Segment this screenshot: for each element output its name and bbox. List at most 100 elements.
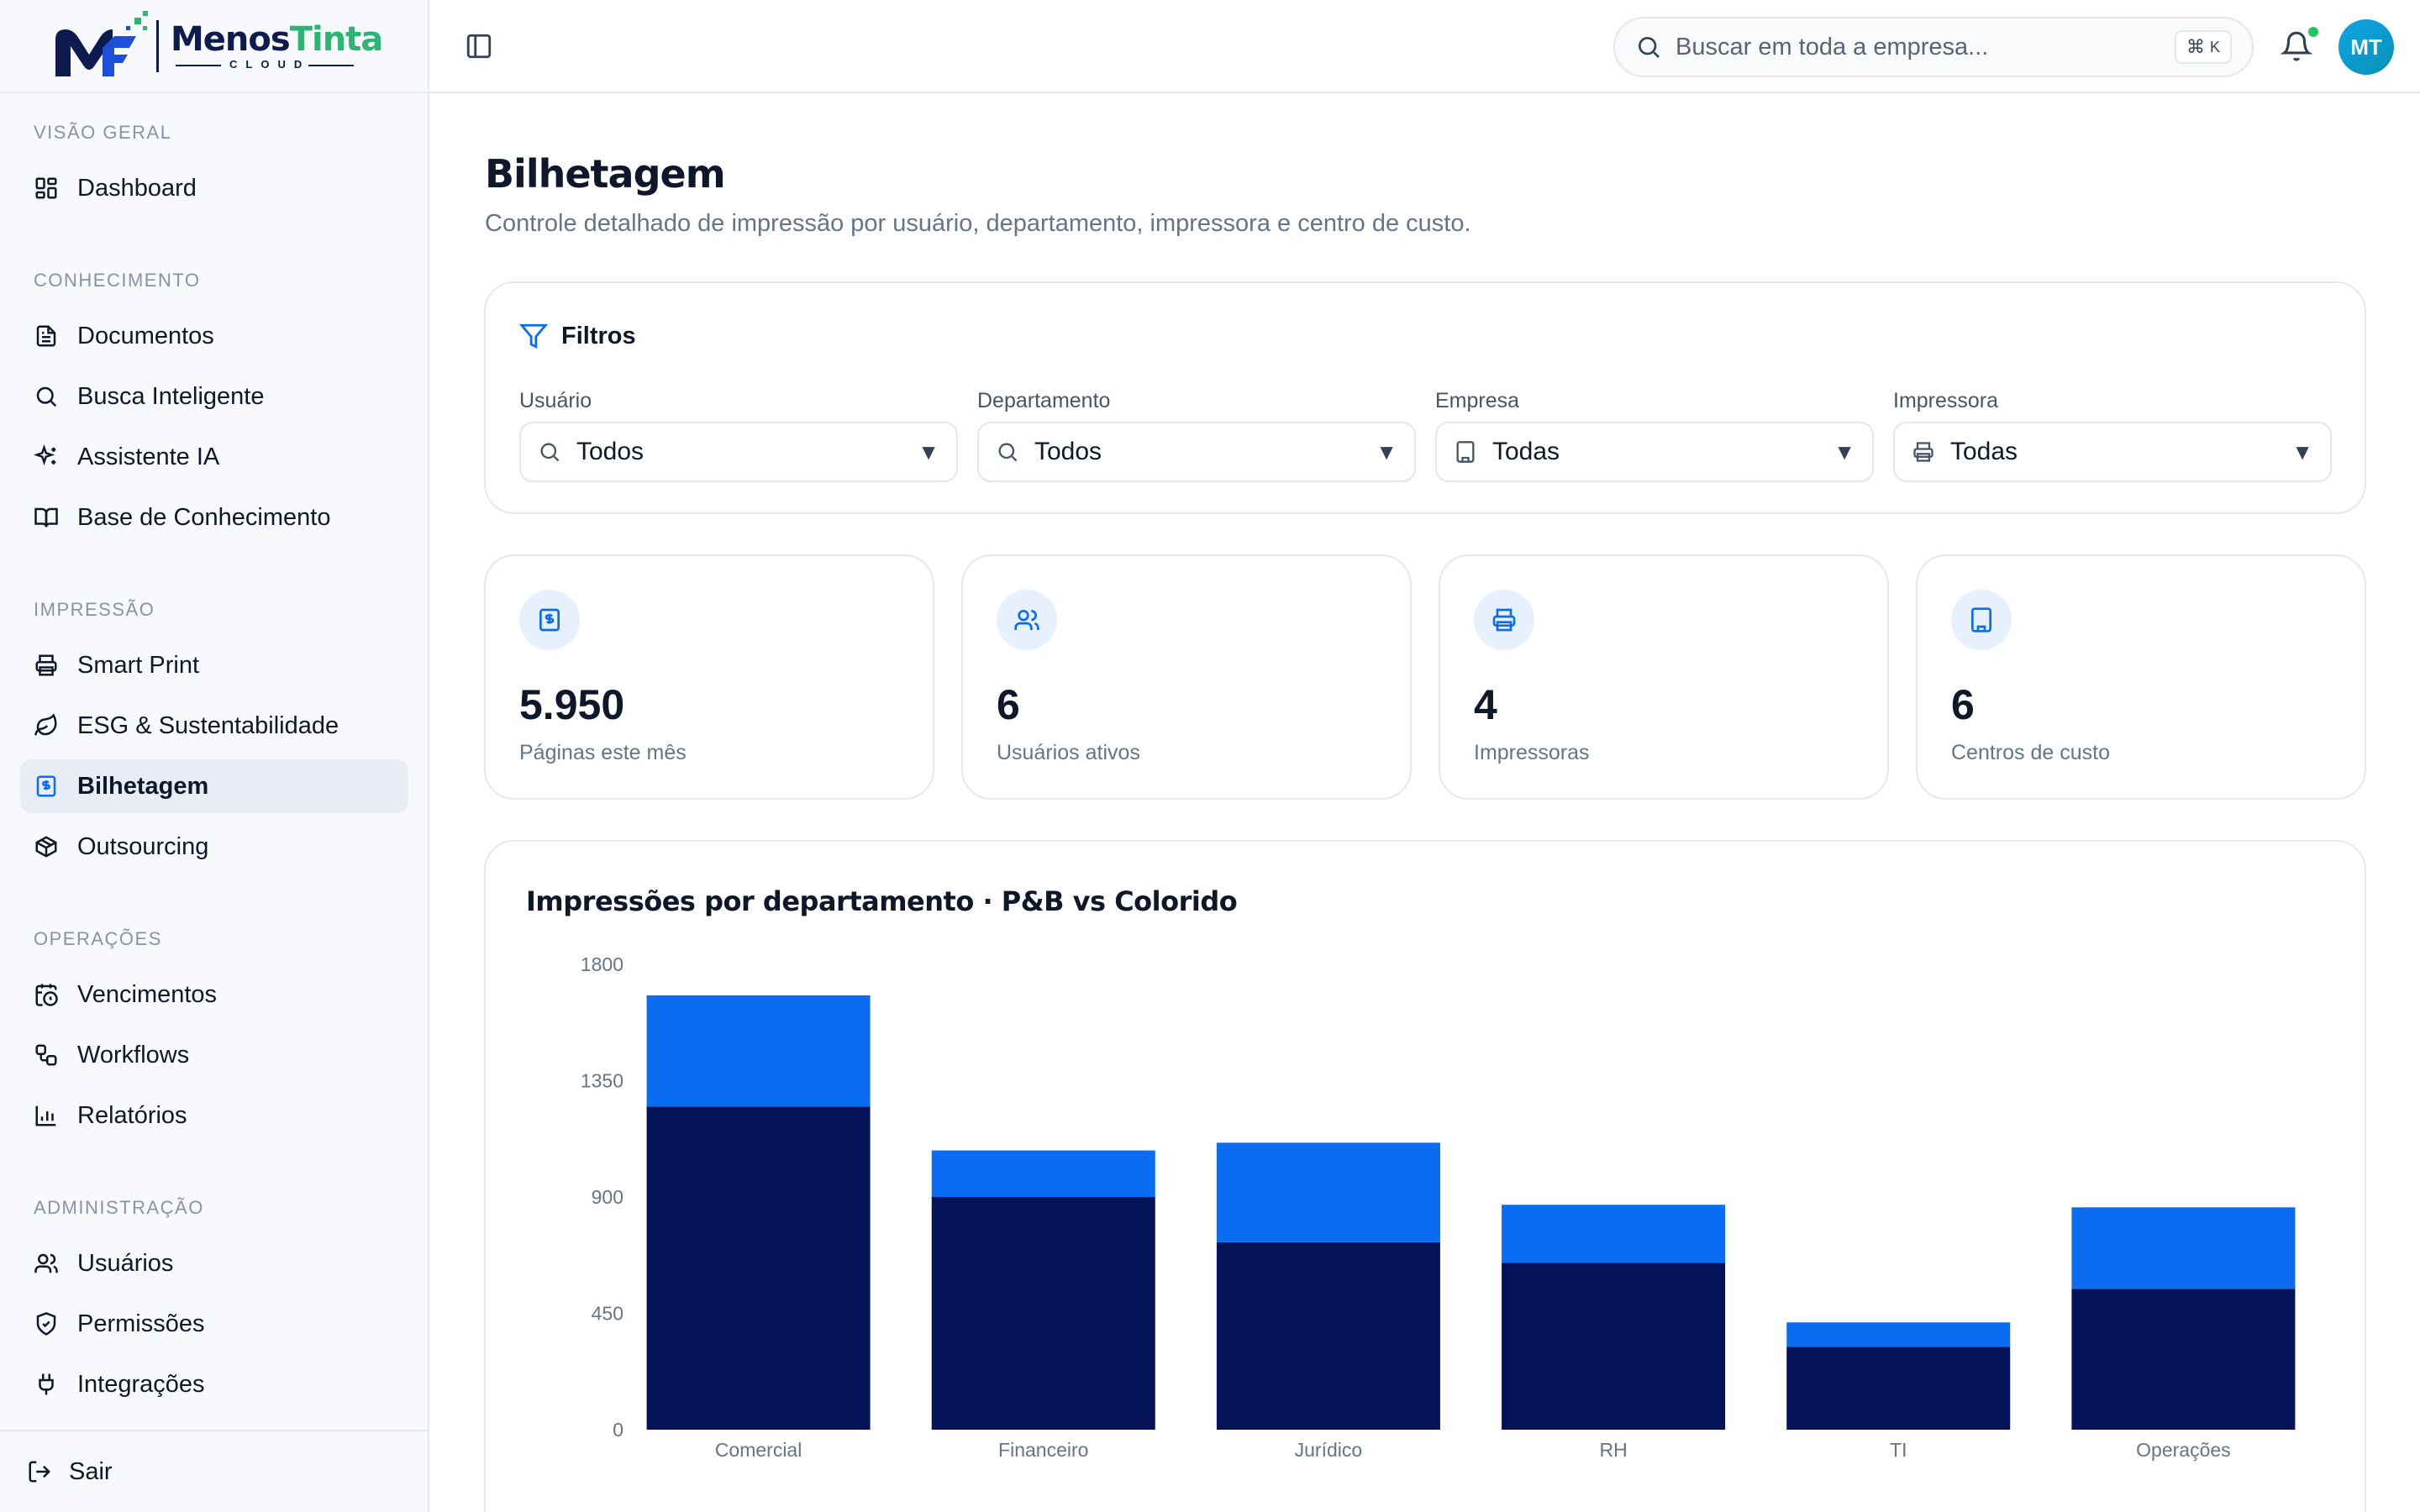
sidebar-item-smart-print[interactable]: Smart Print — [20, 638, 408, 692]
logo[interactable]: MenosTinta CLOUD — [0, 0, 428, 93]
sidebar-item-label: Vencimentos — [77, 980, 218, 1008]
chart-card: 0 450 900 1350 1800 Comercial Financeiro Jurídi… — [484, 840, 2366, 1512]
filter-value: Todos — [576, 438, 644, 465]
shortcut-key: K — [2209, 38, 2220, 55]
filters-title: Filtros — [561, 322, 636, 349]
x-tick-label: RH — [1599, 1439, 1627, 1461]
stat-value: 6 — [1951, 681, 1975, 728]
sidebar-item-permissoes[interactable]: Permissões — [20, 1297, 408, 1351]
file-text-icon — [36, 325, 56, 347]
bar-segment-1 — [1216, 1142, 1440, 1242]
filter-empresa-select[interactable]: Todas ▼ — [1435, 422, 1874, 482]
global-search-input[interactable]: Buscar em toda a empresa... ⌘ K — [1613, 17, 2254, 77]
filter-impressora: Impressora Todas ▼ — [1893, 389, 2332, 482]
x-tick-label: TI — [1890, 1439, 1907, 1461]
bar-segment-1 — [931, 1150, 1155, 1197]
y-tick-label: 0 — [613, 1419, 623, 1441]
x-tick-label: Operações — [2136, 1439, 2231, 1461]
y-tick-label: 1800 — [581, 953, 623, 975]
filter-impressora-select[interactable]: Todas ▼ — [1893, 422, 2332, 482]
filters-card: Filtros Usuário Todos ▼ Departamento Tod… — [484, 281, 2366, 514]
filters-header: Filtros — [519, 322, 636, 350]
sidebar-item-label: Workflows — [77, 1041, 190, 1068]
logo-name: MenosTinta — [171, 21, 383, 58]
topbar: Buscar em toda a empresa... ⌘ K MT — [429, 0, 2420, 93]
sidebar-item-label: ESG & Sustentabilidade — [77, 711, 339, 739]
bar-chart-icon — [35, 1105, 56, 1126]
stat-value: 5.950 — [519, 681, 625, 728]
y-tick-label: 450 — [592, 1303, 623, 1325]
page-title: Bilhetagem — [485, 151, 726, 197]
avatar[interactable]: MT — [2338, 19, 2394, 75]
filter-value: Todos — [1034, 438, 1102, 465]
printer-icon — [1913, 442, 1933, 462]
sidebar-item-vencimentos[interactable]: Vencimentos — [20, 968, 408, 1021]
leaf-icon — [34, 713, 57, 736]
caret-down-icon: ▼ — [1833, 438, 1855, 465]
stat-card-paginas: 5.950 Páginas este mês — [484, 554, 934, 800]
logout-button[interactable]: Sair — [0, 1430, 429, 1512]
sidebar-item-integracoes[interactable]: Integrações — [20, 1357, 408, 1411]
search-icon — [540, 443, 560, 462]
filter-value: Todas — [1950, 438, 2018, 465]
package-icon — [35, 836, 57, 858]
sidebar-item-label: Bilhetagem — [77, 772, 209, 800]
stat-icon-badge — [1474, 590, 1534, 650]
bar-segment-1 — [1786, 1322, 2011, 1347]
sidebar-item-bilhetagem[interactable]: Bilhetagem — [20, 759, 408, 813]
section-label-visao-geral: VISÃO GERAL — [34, 122, 172, 143]
stat-card-impressoras: 4 Impressoras — [1439, 554, 1889, 800]
sidebar-item-label: Smart Print — [77, 651, 200, 679]
logo-divider — [156, 19, 159, 72]
sidebar-item-label: Relatórios — [77, 1101, 187, 1129]
workflow-icon — [35, 1044, 57, 1066]
sidebar-item-documentos[interactable]: Documentos — [20, 309, 408, 363]
stat-caption: Páginas este mês — [519, 741, 687, 764]
sidebar-item-busca-inteligente[interactable]: Busca Inteligente — [20, 370, 408, 423]
printer-icon — [1492, 608, 1516, 632]
stat-icon-badge — [519, 590, 580, 650]
search-icon — [36, 386, 57, 407]
filter-usuario: Usuário Todos ▼ — [519, 389, 958, 482]
stat-caption: Centros de custo — [1951, 741, 2110, 764]
filter-label: Empresa — [1435, 389, 1520, 412]
sidebar-item-label: Outsourcing — [77, 832, 209, 860]
chart-title: Impressões por departamento · P&B vs Col… — [526, 885, 1238, 917]
section-label-conhecimento: CONHECIMENTO — [34, 270, 201, 291]
stat-value: 4 — [1474, 681, 1497, 728]
stat-caption: Usuários ativos — [997, 741, 1140, 764]
book-open-icon — [34, 507, 58, 528]
sidebar-item-outsourcing[interactable]: Outsourcing — [20, 820, 408, 874]
filter-departamento-select[interactable]: Todos ▼ — [977, 422, 1416, 482]
sidebar-item-dashboard[interactable]: Dashboard — [20, 161, 408, 215]
stat-card-centros: 6 Centros de custo — [1916, 554, 2366, 800]
filter-icon — [519, 323, 548, 349]
sidebar-item-relatorios[interactable]: Relatórios — [20, 1089, 408, 1142]
x-tick-label: Comercial — [715, 1439, 802, 1461]
y-tick-label: 900 — [592, 1186, 623, 1208]
filter-usuario-select[interactable]: Todos ▼ — [519, 422, 958, 482]
receipt-icon — [539, 608, 560, 632]
sidebar-item-workflows[interactable]: Workflows — [20, 1028, 408, 1082]
sidebar: MenosTinta CLOUD VISÃO GERAL Dashboard C… — [0, 0, 429, 1512]
shield-check-icon — [36, 1312, 56, 1336]
sidebar-item-label: Permissões — [77, 1310, 205, 1337]
search-placeholder: Buscar em toda a empresa... — [1676, 33, 1989, 60]
bar-segment-0 — [1502, 1263, 1726, 1430]
search-icon — [1639, 37, 1660, 58]
bell-icon[interactable] — [2281, 30, 2312, 62]
bar-chart: 0 450 900 1350 1800 Comercial Financeiro Jurídi… — [581, 953, 2296, 1461]
sidebar-item-usuarios[interactable]: Usuários — [20, 1236, 408, 1290]
sparkles-icon — [34, 444, 56, 466]
stat-icon-badge — [1951, 590, 2012, 650]
building-icon — [1456, 441, 1475, 463]
logo-mark-icon — [55, 10, 148, 76]
sidebar-item-label: Dashboard — [77, 174, 197, 202]
filter-label: Impressora — [1893, 389, 1999, 412]
sidebar-item-base-de-conhecimento[interactable]: Base de Conhecimento — [20, 491, 408, 544]
sidebar-item-esg[interactable]: ESG & Sustentabilidade — [20, 699, 408, 753]
sidebar-item-assistente-ia[interactable]: Assistente IA — [20, 430, 408, 484]
sidebar-toggle-icon[interactable] — [465, 32, 493, 60]
bar-segment-0 — [931, 1197, 1155, 1430]
filter-label: Usuário — [519, 389, 592, 412]
